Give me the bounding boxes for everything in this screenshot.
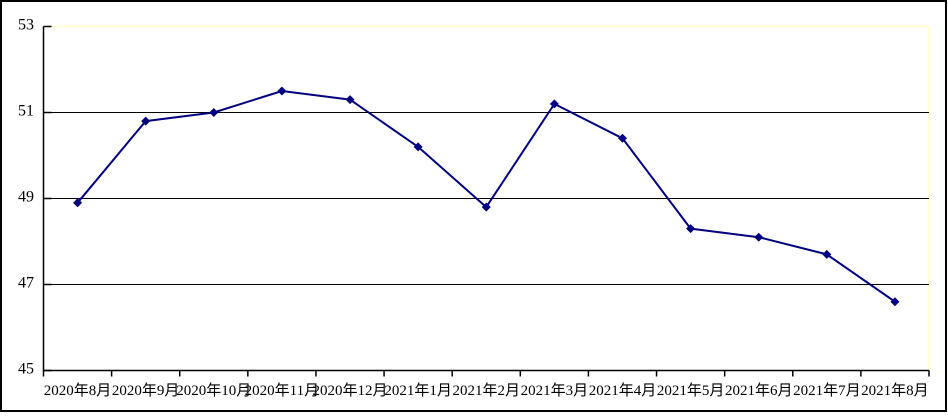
y-axis-tick-label: 47 [18, 275, 34, 292]
y-axis-tick-label: 45 [18, 361, 34, 378]
data-point-markers-layer [73, 86, 900, 307]
data-point-marker [549, 99, 559, 109]
data-point-marker [141, 116, 151, 126]
y-axis-tick-label: 53 [18, 17, 34, 34]
x-axis-category-label: 2020年10月 [176, 382, 251, 399]
data-point-marker [686, 224, 696, 234]
x-axis-category-label: 2021年2月 [452, 382, 520, 399]
x-axis-category-label: 2021年1月 [384, 382, 452, 399]
x-axis-category-label: 2020年12月 [313, 382, 388, 399]
x-axis-category-label: 2020年11月 [245, 382, 319, 399]
data-point-marker [481, 202, 491, 212]
data-point-marker [890, 297, 900, 307]
y-axis-tick-label: 51 [18, 103, 34, 120]
x-axis-category-label: 2021年3月 [521, 382, 589, 399]
data-point-marker [277, 86, 287, 96]
chart-frame-layer [0, 0, 947, 412]
gridlines-layer [43, 112, 929, 285]
outer-border [0, 0, 947, 412]
x-axis-category-label: 2021年4月 [589, 382, 657, 399]
data-point-marker [754, 232, 764, 242]
data-point-marker [822, 249, 832, 259]
data-point-marker [209, 108, 219, 117]
x-axis-category-label: 2021年7月 [793, 382, 861, 399]
x-axis-category-label: 2021年5月 [657, 382, 725, 399]
x-axis-category-label: 2020年8月 [44, 382, 112, 399]
x-axis-category-label: 2021年8月 [861, 382, 929, 399]
data-point-marker [345, 95, 355, 105]
x-axis-labels-layer: 2020年8月 2020年9月2020年10月2020年11月2020年12月20… [44, 382, 929, 399]
data-point-marker [73, 198, 83, 208]
axis-ticks-layer [42, 25, 930, 377]
y-axis-labels-layer: 45 47 49 51 53 [18, 17, 34, 378]
x-axis-category-label: 2021年6月 [725, 382, 793, 399]
x-axis-category-label: 2020年9月 [112, 382, 180, 399]
y-axis-tick-label: 49 [18, 189, 34, 206]
data-point-marker [617, 133, 627, 143]
data-point-marker [413, 142, 423, 152]
